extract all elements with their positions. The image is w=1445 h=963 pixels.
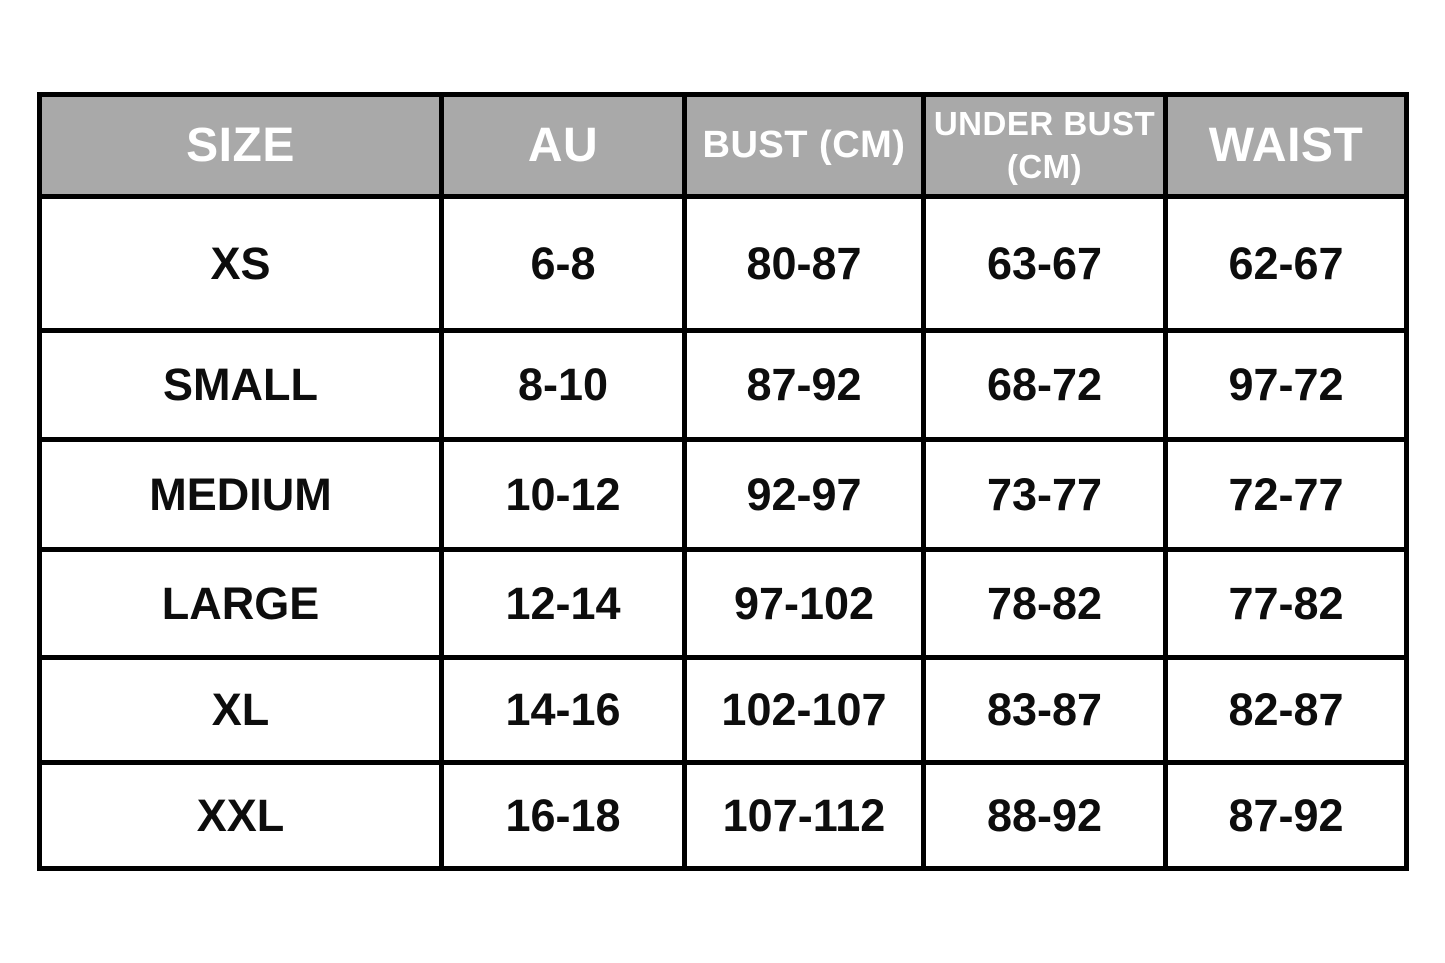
cell-waist: 77-82 bbox=[1163, 547, 1409, 660]
cell-under-bust: 63-67 bbox=[921, 194, 1168, 333]
cell-bust: 102-107 bbox=[682, 655, 926, 765]
cell-bust: 80-87 bbox=[682, 194, 926, 333]
header-cell-waist: WAIST bbox=[1163, 92, 1409, 199]
cell-size: XXL bbox=[37, 760, 444, 871]
cell-under-bust: 68-72 bbox=[921, 328, 1168, 442]
cell-waist: 97-72 bbox=[1163, 328, 1409, 442]
table-row: XXL 16-18 107-112 88-92 87-92 bbox=[37, 760, 1409, 871]
table-row: XL 14-16 102-107 83-87 82-87 bbox=[37, 655, 1409, 765]
cell-bust: 107-112 bbox=[682, 760, 926, 871]
cell-bust: 97-102 bbox=[682, 547, 926, 660]
table-row: MEDIUM 10-12 92-97 73-77 72-77 bbox=[37, 437, 1409, 552]
table-row: LARGE 12-14 97-102 78-82 77-82 bbox=[37, 547, 1409, 660]
cell-under-bust: 83-87 bbox=[921, 655, 1168, 765]
cell-size: XL bbox=[37, 655, 444, 765]
cell-au: 14-16 bbox=[439, 655, 687, 765]
header-cell-under-bust: UNDER BUST (CM) bbox=[921, 92, 1168, 199]
header-cell-au: AU bbox=[439, 92, 687, 199]
cell-au: 6-8 bbox=[439, 194, 687, 333]
cell-waist: 72-77 bbox=[1163, 437, 1409, 552]
cell-under-bust: 73-77 bbox=[921, 437, 1168, 552]
cell-size: MEDIUM bbox=[37, 437, 444, 552]
cell-au: 10-12 bbox=[439, 437, 687, 552]
table-row: SMALL 8-10 87-92 68-72 97-72 bbox=[37, 328, 1409, 442]
header-cell-size: SIZE bbox=[37, 92, 444, 199]
cell-size: LARGE bbox=[37, 547, 444, 660]
cell-bust: 87-92 bbox=[682, 328, 926, 442]
header-cell-bust: BUST (CM) bbox=[682, 92, 926, 199]
cell-waist: 87-92 bbox=[1163, 760, 1409, 871]
cell-size: XS bbox=[37, 194, 444, 333]
table-row: XS 6-8 80-87 63-67 62-67 bbox=[37, 194, 1409, 333]
cell-waist: 82-87 bbox=[1163, 655, 1409, 765]
size-chart-table: SIZE AU BUST (CM) UNDER BUST (CM) WAIST … bbox=[37, 92, 1409, 871]
cell-au: 8-10 bbox=[439, 328, 687, 442]
header-row: SIZE AU BUST (CM) UNDER BUST (CM) WAIST bbox=[37, 92, 1409, 199]
cell-under-bust: 88-92 bbox=[921, 760, 1168, 871]
cell-bust: 92-97 bbox=[682, 437, 926, 552]
cell-under-bust: 78-82 bbox=[921, 547, 1168, 660]
cell-au: 16-18 bbox=[439, 760, 687, 871]
cell-waist: 62-67 bbox=[1163, 194, 1409, 333]
cell-size: SMALL bbox=[37, 328, 444, 442]
cell-au: 12-14 bbox=[439, 547, 687, 660]
